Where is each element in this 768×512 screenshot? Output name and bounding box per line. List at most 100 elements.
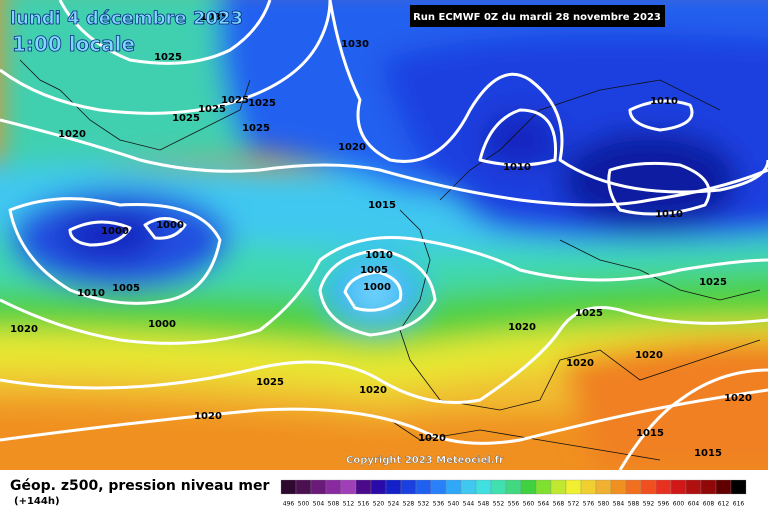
isobar-label: 1025 (575, 308, 603, 319)
colorbar-swatch (625, 479, 642, 495)
isobar-label: 1010 (503, 162, 531, 173)
isobar-label: 1020 (508, 322, 536, 333)
isobar-label: 1025 (242, 123, 270, 134)
isobar-label: 1035 (200, 12, 228, 23)
colorbar-label: 528 (403, 501, 415, 508)
run-box (410, 5, 665, 27)
run-info: Run ECMWF 0Z du mardi 28 novembre 2023 (413, 12, 661, 23)
colorbar-swatch (685, 479, 702, 495)
colorbar-swatch (355, 479, 372, 495)
colorbar-label: 496 (283, 501, 295, 508)
colorbar-label: 532 (418, 501, 430, 508)
colorbar-swatch (445, 479, 462, 495)
isobar-label: 1000 (363, 282, 391, 293)
isobar-label: 1020 (566, 358, 594, 369)
colorbar-label: 596 (658, 501, 670, 508)
date-title: lundi 4 décembre 2023 (10, 8, 243, 29)
colorbar-swatch (430, 479, 447, 495)
colorbar-swatch (730, 479, 747, 495)
colorbar-swatch (475, 479, 492, 495)
colorbar-swatch (400, 479, 417, 495)
colorbar-label: 584 (613, 501, 625, 508)
colorbar-label: 520 (373, 501, 385, 508)
colorbar-swatch (310, 479, 327, 495)
colorbar-swatch (415, 479, 432, 495)
colorbar-swatch (550, 479, 567, 495)
colorbar-swatch (565, 479, 582, 495)
colorbar-label: 616 (733, 501, 745, 508)
colorbar-swatch (535, 479, 552, 495)
isobar-label: 1020 (359, 385, 387, 396)
colorbar-label: 544 (463, 501, 475, 508)
colorbar-label: 588 (628, 501, 640, 508)
isobar-label: 1020 (338, 142, 366, 153)
isobar-label: 1015 (368, 200, 396, 211)
isobar-label: 1025 (172, 113, 200, 124)
colorbar-label: 576 (583, 501, 595, 508)
colorbar-label: 564 (538, 501, 550, 508)
colorbar-label: 608 (703, 501, 715, 508)
isobar-label: 1010 (365, 250, 393, 261)
colorbar-label: 592 (643, 501, 655, 508)
colorbar-label: 512 (343, 501, 355, 508)
colorbar-swatch (640, 479, 657, 495)
colorbar-label: 612 (718, 501, 730, 508)
colorbar-label: 536 (433, 501, 445, 508)
colorbar-label: 508 (328, 501, 340, 508)
colorbar-label: 568 (553, 501, 565, 508)
isobar-label: 1030 (341, 39, 369, 50)
isobar-label: 1005 (112, 283, 140, 294)
isobar-label: 1020 (58, 129, 86, 140)
colorbar-swatch (715, 479, 732, 495)
colorbar-label: 600 (673, 501, 685, 508)
isobar-label: 1010 (77, 288, 105, 299)
colorbar-swatch (700, 479, 717, 495)
footer-lead: (+144h) (14, 496, 60, 507)
isobar-label: 1015 (636, 428, 664, 439)
colorbar-label: 504 (313, 501, 325, 508)
isobar-label: 1010 (650, 96, 678, 107)
colorbar-swatch (580, 479, 597, 495)
colorbar-label: 604 (688, 501, 700, 508)
isobar-label: 1020 (635, 350, 663, 361)
colorbar-swatch (340, 479, 357, 495)
colorbar-label: 556 (508, 501, 520, 508)
copyright: Copyright 2023 Meteociel.fr (346, 455, 504, 466)
colorbar-swatch (325, 479, 342, 495)
time-subtitle: 1:00 locale (12, 32, 135, 56)
isobar-label: 1025 (154, 52, 182, 63)
colorbar: 496 500 504 508 512 516 520 524 528 532 536 540 544 5… (280, 479, 747, 508)
isobar-label: 1020 (194, 411, 222, 422)
colorbar-label: 560 (523, 501, 535, 508)
isobar-label: 1020 (724, 393, 752, 404)
colorbar-label: 540 (448, 501, 460, 508)
colorbar-swatch (520, 479, 537, 495)
isobar-label: 1020 (10, 324, 38, 335)
colorbar-swatch (595, 479, 612, 495)
colorbar-swatch (460, 479, 477, 495)
isobar-label: 1000 (148, 319, 176, 330)
isobar-label: 1015 (694, 448, 722, 459)
colorbar-swatch (610, 479, 627, 495)
colorbar-swatch (670, 479, 687, 495)
coastlines (19, 59, 761, 461)
colorbar-label: 548 (478, 501, 490, 508)
isobar-label: 1020 (418, 433, 446, 444)
colorbar-swatch (505, 479, 522, 495)
colorbar-label: 572 (568, 501, 580, 508)
colorbar-swatch (655, 479, 672, 495)
isobar-label: 1025 (221, 95, 249, 106)
colorbar-swatch (280, 479, 297, 495)
colorbar-label: 500 (298, 501, 310, 508)
isobar-label: 1000 (101, 226, 129, 237)
colorbar-swatch (490, 479, 507, 495)
isobar-label: 1025 (699, 277, 727, 288)
isobar-label: 1025 (256, 377, 284, 388)
colorbar-swatch (295, 479, 312, 495)
isobar-label: 1025 (248, 98, 276, 109)
isobar-label: 1005 (360, 265, 388, 276)
colorbar-swatch (385, 479, 402, 495)
